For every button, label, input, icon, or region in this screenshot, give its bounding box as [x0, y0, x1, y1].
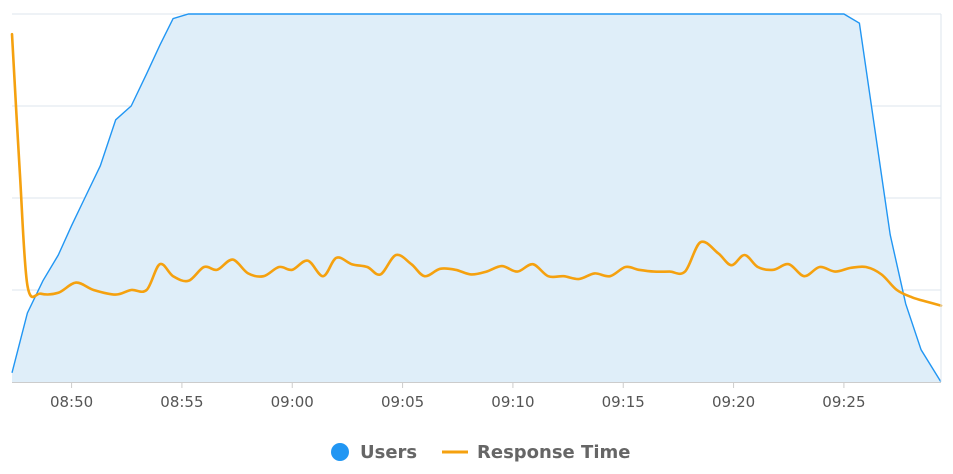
- legend-response-time-label: Response Time: [477, 442, 630, 463]
- users-line[interactable]: [11, 13, 942, 383]
- x-tick-label: 09:05: [381, 393, 424, 411]
- x-tick-label: 08:50: [50, 393, 93, 411]
- x-tick-label: 09:10: [491, 393, 534, 411]
- x-tick-label: 08:55: [160, 393, 203, 411]
- response-time-line[interactable]: [10, 32, 943, 307]
- legend-users-symbol: [331, 443, 349, 461]
- x-tick-label: 09:15: [602, 393, 645, 411]
- x-tick-label: 09:25: [822, 393, 865, 411]
- legend-users-label: Users: [360, 442, 417, 463]
- legend: Users Response Time: [331, 442, 630, 463]
- x-tick-label: 09:00: [271, 393, 314, 411]
- legend-item-users[interactable]: Users: [331, 442, 417, 463]
- legend-item-response-time[interactable]: Response Time: [442, 442, 630, 463]
- users-area[interactable]: [12, 14, 941, 382]
- x-tick-label: 09:20: [712, 393, 755, 411]
- x-axis-ticks: 08:50 08:55 09:00 09:05 09:10 09:15 09:20 09:25: [50, 382, 866, 411]
